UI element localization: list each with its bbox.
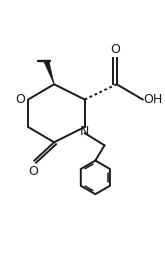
- Text: O: O: [28, 165, 38, 178]
- Text: N: N: [80, 125, 89, 138]
- Text: OH: OH: [143, 93, 163, 106]
- Text: O: O: [15, 93, 25, 106]
- Text: O: O: [110, 43, 120, 56]
- Polygon shape: [44, 60, 54, 84]
